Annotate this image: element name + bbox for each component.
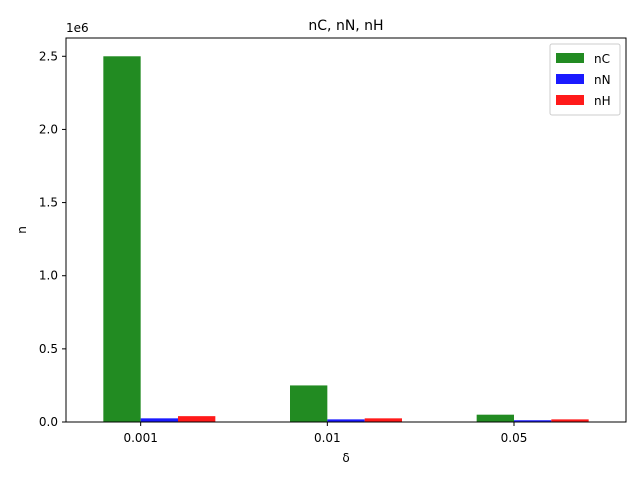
x-tick-label: 0.01 bbox=[314, 431, 341, 445]
y-tick-label: 1.5 bbox=[39, 196, 58, 210]
legend-label-nC: nC bbox=[594, 52, 610, 66]
legend: nC nN nH bbox=[549, 43, 621, 116]
legend-label-nH: nH bbox=[594, 94, 611, 108]
bar-nH-0.05 bbox=[551, 419, 589, 422]
chart-title: nC, nN, nH bbox=[308, 18, 383, 34]
bar-nN-0.05 bbox=[514, 420, 552, 422]
bars-layer bbox=[103, 56, 589, 423]
plot-frame bbox=[65, 37, 627, 423]
legend-swatch-nH bbox=[556, 95, 584, 105]
x-tick-label: 0.001 bbox=[123, 431, 157, 445]
legend-swatch-nN bbox=[556, 74, 584, 84]
legend-swatch-nC bbox=[556, 53, 584, 63]
bar-nC-0.01 bbox=[290, 385, 328, 422]
x-axis: 0.001 0.01 0.05 bbox=[123, 422, 527, 445]
legend-label-nN: nN bbox=[594, 73, 611, 87]
bar-nC-0.001 bbox=[103, 56, 141, 423]
x-tick-label: 0.05 bbox=[501, 431, 528, 445]
bar-nC-0.05 bbox=[476, 414, 514, 422]
bar-nN-0.01 bbox=[327, 419, 365, 422]
y-axis-label: n bbox=[15, 226, 29, 234]
y-axis-offset-label: 1e6 bbox=[66, 21, 89, 35]
x-axis-label: δ bbox=[342, 451, 349, 465]
bar-nN-0.001 bbox=[140, 418, 178, 422]
y-tick-label: 0.5 bbox=[39, 342, 58, 356]
bar-nH-0.001 bbox=[178, 416, 216, 422]
y-tick-label: 1.0 bbox=[39, 269, 58, 283]
y-tick-label: 0.0 bbox=[39, 415, 58, 429]
bar-nH-0.01 bbox=[364, 418, 402, 422]
y-tick-label: 2.0 bbox=[39, 122, 58, 136]
y-tick-label: 2.5 bbox=[39, 49, 58, 63]
y-axis: 0.0 0.5 1.0 1.5 2.0 2.5 bbox=[39, 49, 66, 429]
